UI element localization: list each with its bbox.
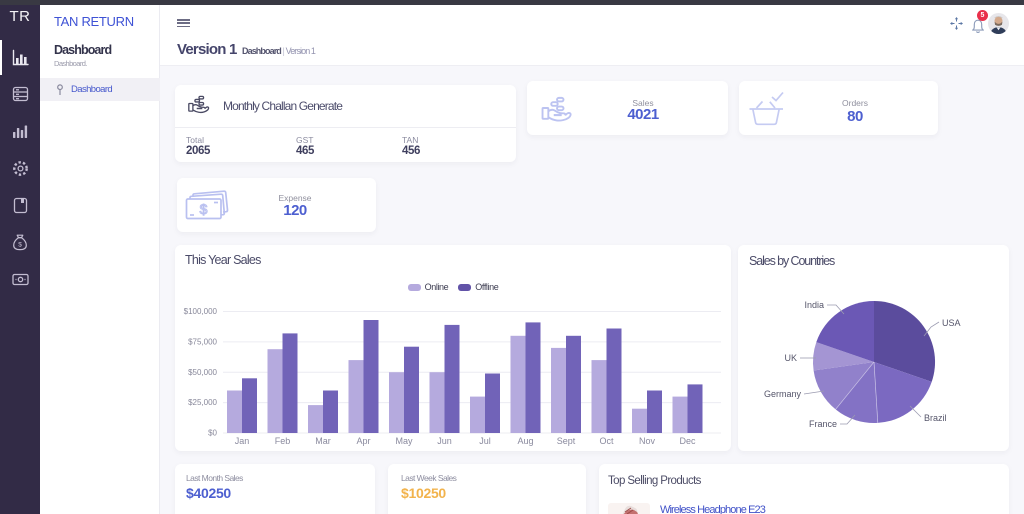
svg-text:Germany: Germany xyxy=(764,389,802,399)
svg-text:Feb: Feb xyxy=(275,436,291,446)
svg-text:$25,000: $25,000 xyxy=(188,398,217,407)
svg-text:$50,000: $50,000 xyxy=(188,368,217,377)
svg-text:UK: UK xyxy=(784,353,797,363)
svg-text:Mar: Mar xyxy=(315,436,331,446)
svg-text:France: France xyxy=(809,419,837,429)
svg-text:Oct: Oct xyxy=(599,436,614,446)
svg-text:Brazil: Brazil xyxy=(924,413,947,423)
svg-text:Sept: Sept xyxy=(557,436,576,446)
svg-text:$: $ xyxy=(200,201,208,217)
svg-text:Jan: Jan xyxy=(235,436,250,446)
svg-text:India: India xyxy=(804,300,824,310)
svg-text:$: $ xyxy=(18,241,22,248)
svg-text:Apr: Apr xyxy=(356,436,370,446)
svg-text:$75,000: $75,000 xyxy=(188,337,217,346)
svg-text:May: May xyxy=(395,436,413,446)
svg-text:Jun: Jun xyxy=(437,436,452,446)
svg-text:$100,000: $100,000 xyxy=(184,307,218,316)
svg-text:Dec: Dec xyxy=(679,436,696,446)
svg-text:$0: $0 xyxy=(208,429,217,438)
svg-text:Nov: Nov xyxy=(639,436,656,446)
svg-text:Aug: Aug xyxy=(517,436,533,446)
svg-text:Jul: Jul xyxy=(479,436,491,446)
svg-text:USA: USA xyxy=(942,318,961,328)
